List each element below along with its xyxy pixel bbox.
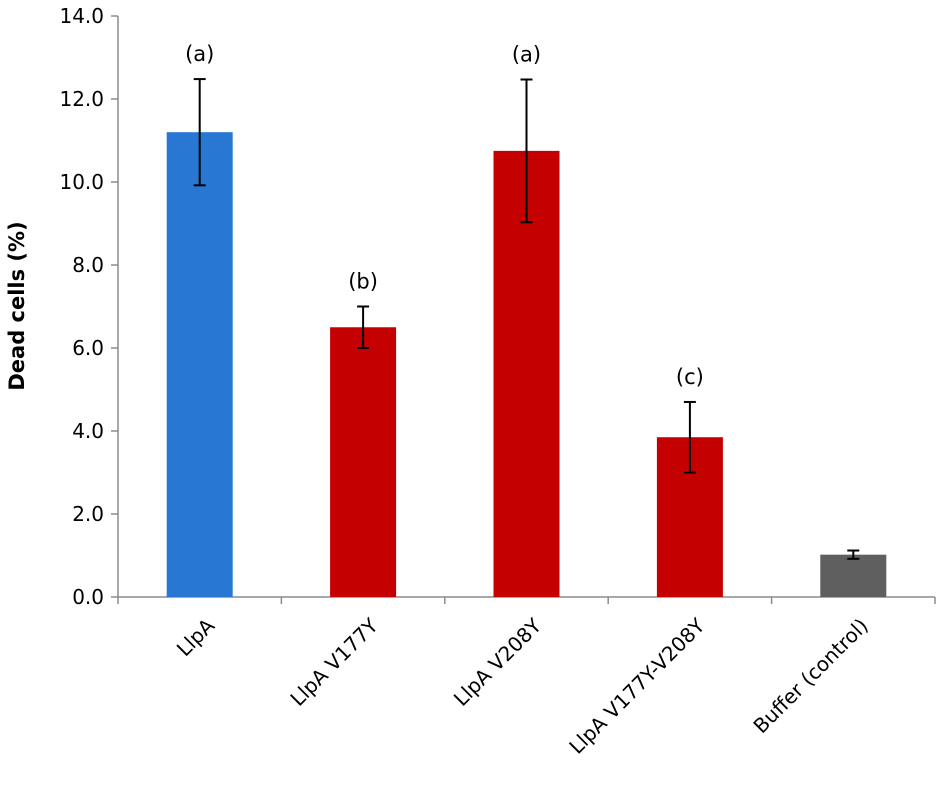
error-bar bbox=[193, 78, 206, 187]
x-tick-label: LlpA V208Y bbox=[449, 613, 547, 711]
significance-label: (a) bbox=[512, 42, 541, 66]
y-tick-label: 12.0 bbox=[59, 87, 104, 111]
significance-label: (b) bbox=[348, 270, 378, 294]
x-tick-label: LlpA bbox=[172, 613, 220, 661]
bar bbox=[330, 327, 397, 597]
y-axis: 0.0 2.0 4.0 6.0 8.0 10.0 12.0 14.0 bbox=[59, 4, 119, 609]
y-tick-label: 0.0 bbox=[72, 585, 104, 609]
bar bbox=[166, 132, 233, 597]
y-tick-label: 8.0 bbox=[72, 253, 104, 277]
error-bar bbox=[847, 549, 860, 560]
error-bar bbox=[357, 305, 370, 349]
bar bbox=[820, 554, 887, 597]
y-tick-label: 6.0 bbox=[72, 336, 104, 360]
y-tick-label: 4.0 bbox=[72, 419, 104, 443]
significance-label: (c) bbox=[676, 365, 704, 389]
significance-label: (a) bbox=[185, 42, 214, 66]
error-bars bbox=[193, 78, 860, 560]
y-tick-label: 10.0 bbox=[59, 170, 104, 194]
x-tick-label: LlpA V177Y-V208Y bbox=[564, 613, 710, 759]
x-tick-label: Buffer (control) bbox=[748, 614, 872, 738]
y-tick-label: 2.0 bbox=[72, 502, 104, 526]
x-tick-label: LlpA V177Y bbox=[285, 613, 383, 711]
y-tick-label: 14.0 bbox=[59, 4, 104, 28]
error-bar bbox=[520, 78, 533, 224]
x-axis: LlpA LlpA V177Y LlpA V208Y LlpA V177Y-V208Y… bbox=[117, 596, 936, 759]
error-bar bbox=[683, 400, 696, 474]
significance-labels: (a) (b) (a) (c) bbox=[185, 42, 704, 389]
bar bbox=[493, 150, 560, 597]
y-axis-title: Dead cells (%) bbox=[5, 221, 29, 390]
